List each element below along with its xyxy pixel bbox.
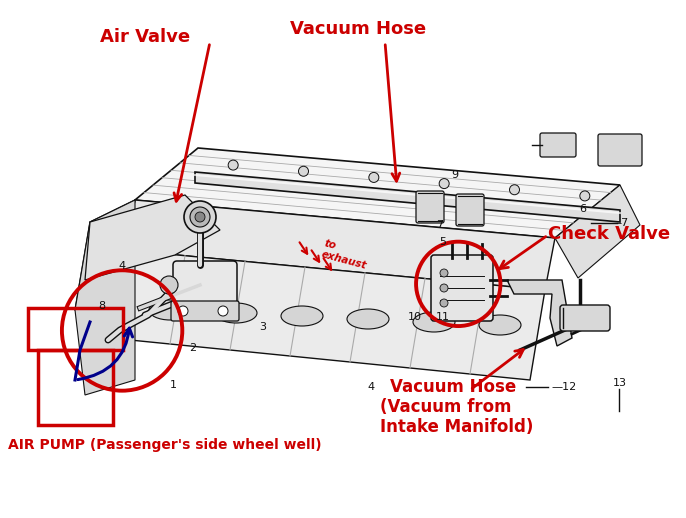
Polygon shape [507,280,572,346]
Bar [38,350,113,425]
Text: Intake Manifold): Intake Manifold) [380,418,534,436]
Text: Vacuum Hose: Vacuum Hose [390,378,517,396]
FancyBboxPatch shape [416,191,444,223]
FancyBboxPatch shape [456,194,484,226]
Circle shape [184,201,216,233]
Ellipse shape [347,309,389,329]
Circle shape [195,212,205,222]
Text: —7: —7 [611,218,629,228]
Text: Vacuum Hose: Vacuum Hose [290,20,426,38]
Circle shape [369,172,379,182]
Text: (Vacuum from: (Vacuum from [380,398,512,416]
Polygon shape [75,200,135,338]
Polygon shape [110,250,545,380]
Circle shape [439,179,449,189]
Text: 4: 4 [118,261,125,271]
Ellipse shape [149,300,191,320]
Ellipse shape [413,312,455,332]
Circle shape [510,185,519,195]
FancyBboxPatch shape [560,305,610,331]
Circle shape [218,306,228,316]
FancyBboxPatch shape [173,261,237,309]
Text: 1: 1 [170,380,177,390]
Text: Air Valve: Air Valve [100,28,190,46]
Polygon shape [555,185,640,278]
Text: Check Valve: Check Valve [548,225,670,243]
Text: 11: 11 [436,312,450,322]
Text: 8: 8 [98,300,105,311]
FancyBboxPatch shape [171,301,239,321]
Text: 6: 6 [580,204,587,214]
Circle shape [580,191,590,201]
Text: AIR PUMP (Passenger's side wheel well): AIR PUMP (Passenger's side wheel well) [8,438,322,452]
Bar [28,308,123,350]
Ellipse shape [281,306,323,326]
Circle shape [178,306,188,316]
Circle shape [228,160,238,170]
Text: 9: 9 [451,169,458,180]
Circle shape [190,207,210,227]
Polygon shape [85,195,220,280]
Polygon shape [135,148,620,238]
Ellipse shape [215,303,257,323]
Text: 4: 4 [368,382,375,393]
FancyBboxPatch shape [431,255,493,321]
Ellipse shape [479,315,521,335]
Circle shape [440,299,448,307]
FancyArrowPatch shape [78,328,132,380]
Text: to
exhaust: to exhaust [320,238,370,271]
Text: —12: —12 [552,382,577,393]
Circle shape [160,276,178,294]
Text: 13: 13 [613,378,627,388]
Text: 7: 7 [436,220,442,231]
Text: 2: 2 [189,343,196,353]
Polygon shape [125,200,555,290]
Polygon shape [195,172,620,222]
Text: 10: 10 [407,312,421,322]
Text: 5: 5 [439,237,446,248]
Text: 3: 3 [259,322,266,333]
FancyBboxPatch shape [540,133,576,157]
FancyBboxPatch shape [598,134,642,166]
Circle shape [440,284,448,292]
Circle shape [440,269,448,277]
Polygon shape [75,200,135,395]
Circle shape [298,166,309,176]
